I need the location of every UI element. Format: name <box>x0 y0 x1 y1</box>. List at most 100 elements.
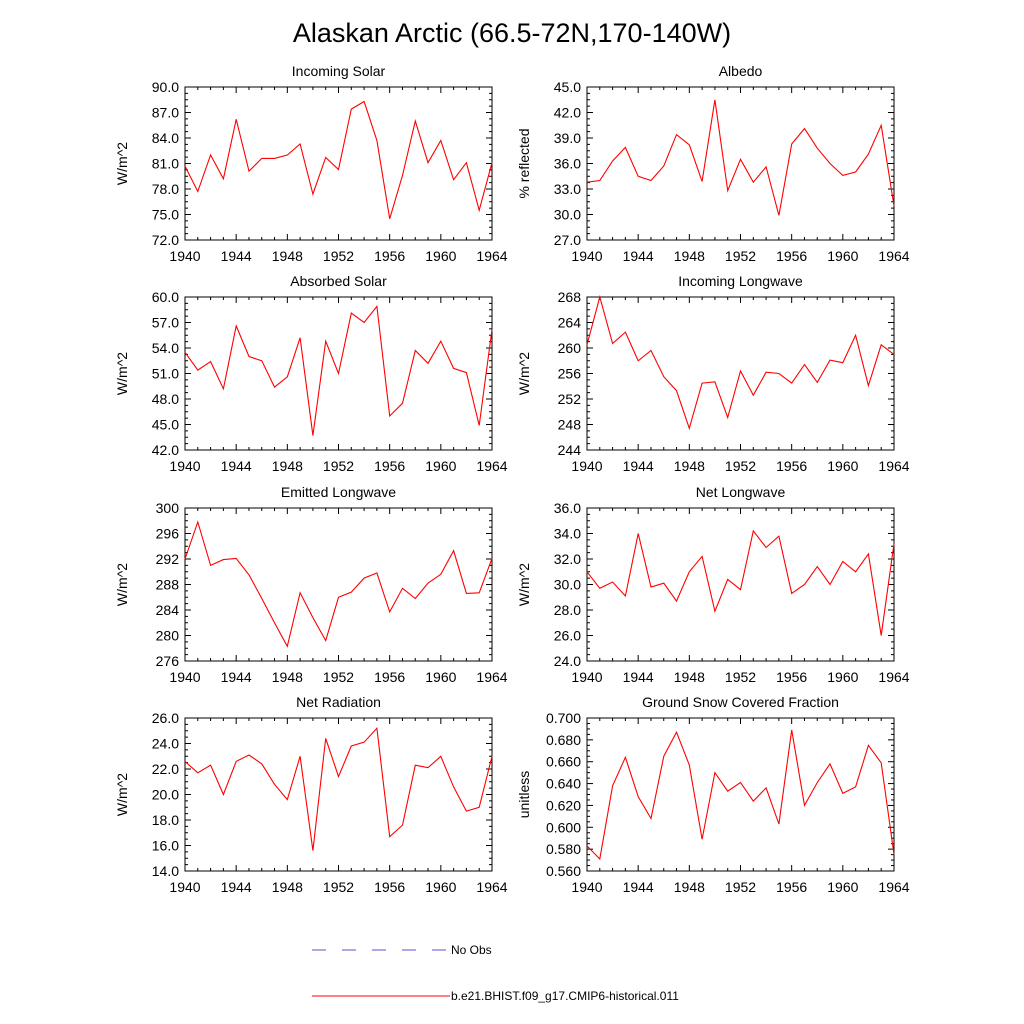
y-tick-label: 84.0 <box>152 130 179 146</box>
y-tick-label: 26.0 <box>152 710 179 726</box>
series-line <box>184 726 493 851</box>
x-tick-label: 1948 <box>674 879 705 895</box>
x-tick-label: 1944 <box>221 248 252 264</box>
x-tick-label: 1960 <box>425 669 456 685</box>
x-tick-label: 1940 <box>169 458 200 474</box>
series-line <box>586 294 895 431</box>
y-tick-label: 280 <box>156 628 180 644</box>
y-tick-label: 268 <box>558 289 582 305</box>
y-tick-label: 75.0 <box>152 207 179 223</box>
x-tick-label: 1944 <box>623 879 654 895</box>
x-tick-label: 1952 <box>323 248 354 264</box>
plot-frame <box>184 507 493 662</box>
x-tick-label: 1956 <box>776 669 807 685</box>
plot-frame <box>586 717 895 872</box>
x-tick-label: 1956 <box>776 248 807 264</box>
x-tick-label: 1964 <box>476 458 507 474</box>
x-tick-label: 1940 <box>571 669 602 685</box>
panel-title: Net Longwave <box>696 484 786 500</box>
series-line <box>184 100 493 219</box>
x-tick-label: 1948 <box>272 669 303 685</box>
y-tick-label: 18.0 <box>152 812 179 828</box>
y-tick-label: 30.0 <box>554 207 581 223</box>
panel-3: 244 248 252 256 260 264 268 1940 1944 1948 1952 195… <box>516 273 910 474</box>
y-tick-label: 256 <box>558 366 582 382</box>
y-tick-label: 33.0 <box>554 181 581 197</box>
x-tick-label: 1944 <box>623 248 654 264</box>
x-tick-label: 1960 <box>425 458 456 474</box>
x-tick-label: 1940 <box>169 248 200 264</box>
y-tick-label: 292 <box>156 551 180 567</box>
y-tick-label: 36.0 <box>554 156 581 172</box>
x-tick-label: 1956 <box>776 458 807 474</box>
x-tick-label: 1964 <box>476 879 507 895</box>
panel-4: 276 280 284 288 292 296 300 1940 1944 1948 1952 195… <box>114 484 508 685</box>
x-tick-label: 1952 <box>725 248 756 264</box>
x-tick-label: 1952 <box>725 669 756 685</box>
x-tick-label: 1948 <box>674 669 705 685</box>
y-tick-label: 27.0 <box>554 232 581 248</box>
y-tick-label: 54.0 <box>152 340 179 356</box>
plot-frame <box>184 86 493 241</box>
x-tick-label: 1944 <box>221 458 252 474</box>
y-tick-label: 288 <box>156 577 180 593</box>
y-tick-label: 284 <box>156 602 180 618</box>
x-tick-label: 1960 <box>827 879 858 895</box>
x-tick-label: 1960 <box>425 879 456 895</box>
x-tick-label: 1956 <box>374 669 405 685</box>
y-tick-label: 0.680 <box>546 732 581 748</box>
y-tick-label: 57.0 <box>152 315 179 331</box>
y-tick-label: 45.0 <box>554 79 581 95</box>
legend: No Obs b.e21.BHIST.f09_g17.CMIP6-histori… <box>312 943 679 1003</box>
y-tick-label: 0.580 <box>546 841 581 857</box>
y-axis-label: W/m^2 <box>114 142 130 185</box>
y-tick-label: 0.620 <box>546 797 581 813</box>
y-tick-label: 28.0 <box>554 602 581 618</box>
y-tick-label: 90.0 <box>152 79 179 95</box>
y-tick-label: 42.0 <box>554 105 581 121</box>
y-tick-label: 78.0 <box>152 181 179 197</box>
series-line <box>586 729 895 861</box>
x-tick-label: 1960 <box>827 669 858 685</box>
y-tick-label: 14.0 <box>152 863 179 879</box>
y-axis-label: W/m^2 <box>516 563 532 606</box>
panel-title: Ground Snow Covered Fraction <box>642 694 839 710</box>
x-tick-label: 1960 <box>827 248 858 264</box>
x-tick-label: 1940 <box>571 879 602 895</box>
series-line <box>184 520 493 648</box>
x-tick-label: 1944 <box>623 669 654 685</box>
series-line <box>586 99 895 216</box>
y-tick-label: 45.0 <box>152 417 179 433</box>
x-tick-label: 1956 <box>374 458 405 474</box>
panel-1: 27.0 30.0 33.0 36.0 39.0 42.0 45.0 1940 1944 1948… <box>516 63 910 264</box>
y-tick-label: 300 <box>156 500 180 516</box>
y-tick-label: 42.0 <box>152 442 179 458</box>
x-tick-label: 1940 <box>169 879 200 895</box>
y-tick-label: 0.600 <box>546 819 581 835</box>
y-tick-label: 30.0 <box>554 577 581 593</box>
y-axis-label: W/m^2 <box>114 352 130 395</box>
panel-5: 24.0 26.0 28.0 30.0 32.0 34.0 36.0 1940 1944 1948… <box>516 484 910 685</box>
x-tick-label: 1964 <box>476 248 507 264</box>
y-tick-label: 34.0 <box>554 526 581 542</box>
x-tick-label: 1952 <box>323 879 354 895</box>
y-tick-label: 260 <box>558 340 582 356</box>
x-tick-label: 1964 <box>878 669 909 685</box>
y-tick-label: 51.0 <box>152 366 179 382</box>
x-tick-label: 1956 <box>374 248 405 264</box>
plot-frame <box>586 296 895 451</box>
y-tick-label: 252 <box>558 391 582 407</box>
x-tick-label: 1952 <box>725 458 756 474</box>
x-tick-label: 1948 <box>674 248 705 264</box>
y-tick-label: 72.0 <box>152 232 179 248</box>
x-tick-label: 1940 <box>169 669 200 685</box>
x-tick-label: 1956 <box>374 879 405 895</box>
y-axis-label: W/m^2 <box>114 773 130 816</box>
y-tick-label: 16.0 <box>152 838 179 854</box>
x-tick-label: 1940 <box>571 458 602 474</box>
x-tick-label: 1964 <box>878 879 909 895</box>
y-tick-label: 81.0 <box>152 156 179 172</box>
y-tick-label: 0.660 <box>546 754 581 770</box>
x-tick-label: 1952 <box>323 458 354 474</box>
